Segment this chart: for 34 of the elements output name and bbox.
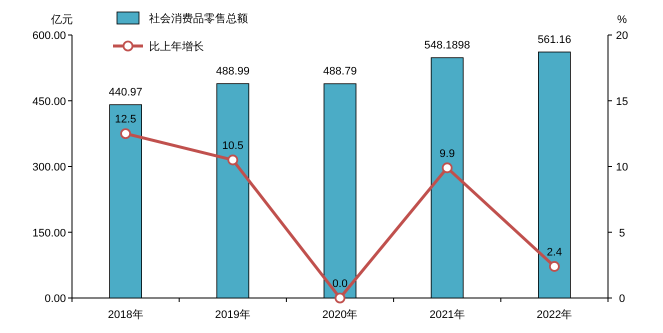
data-label: 0.0 <box>332 278 348 290</box>
text: 561.16 <box>538 34 572 46</box>
x-tick-label: 2020年 <box>322 309 358 321</box>
y2-tick-label: 20 <box>616 30 628 42</box>
text: 440.97 <box>108 86 142 99</box>
x-tick-label: 2022年 <box>536 309 572 321</box>
data-label: 12.5 <box>114 114 136 126</box>
y-tick-label: 0.00 <box>44 293 66 305</box>
text: 488.99 <box>216 66 250 78</box>
y2-tick-label: 5 <box>618 227 626 240</box>
x-tick-label: 2019年 <box>215 309 251 321</box>
data-label: 10.5 <box>222 140 244 152</box>
point <box>227 154 238 166</box>
legend-label: 社会消费品零售总额 <box>149 12 248 25</box>
data-label: 2.4 <box>546 246 562 258</box>
y-tick-label: 300.00 <box>32 162 66 174</box>
y-tick-label: 150.00 <box>32 227 66 240</box>
point <box>120 128 131 140</box>
legend-label: 比上年增长 <box>149 40 204 53</box>
y2-tick-label: 15 <box>616 96 628 108</box>
x-tick-label: 2021年 <box>429 309 465 321</box>
y-tick-label: 450.00 <box>32 96 66 108</box>
y2-tick-label: 0 <box>618 293 626 305</box>
y-tick-label: 600.00 <box>32 30 66 42</box>
y-axis-title: 亿元 <box>50 14 73 26</box>
point <box>334 292 346 304</box>
x-tick-label: 2018年 <box>108 309 144 321</box>
point <box>442 162 453 174</box>
y2-axis-title: % <box>617 14 628 26</box>
text: 488.79 <box>323 66 357 78</box>
text: 548.1898 <box>424 40 470 52</box>
data-label: 9.9 <box>440 148 455 160</box>
point <box>549 261 560 272</box>
y2-tick-label: 10 <box>616 162 628 174</box>
